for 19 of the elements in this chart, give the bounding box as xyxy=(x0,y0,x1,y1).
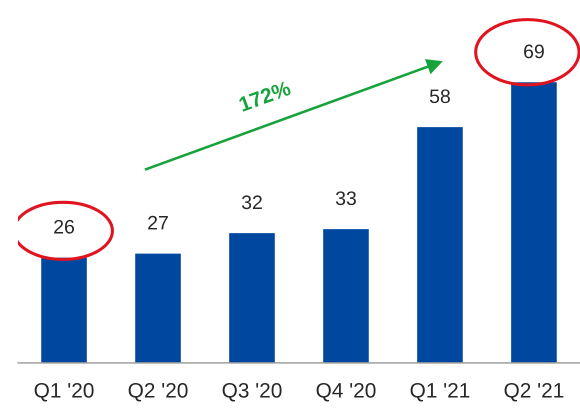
x-tick-label: Q3 '20 xyxy=(222,382,282,402)
data-label: 33 xyxy=(336,191,356,206)
annotation: 172% xyxy=(238,80,292,112)
data-label: 27 xyxy=(148,216,168,230)
x-tick-label: Q2 '21 xyxy=(504,382,564,402)
data-label: 32 xyxy=(242,195,262,210)
data-label: 26 xyxy=(54,220,74,234)
bar xyxy=(322,228,370,363)
bar xyxy=(134,252,182,363)
x-tick-label: Q1 '21 xyxy=(410,382,470,402)
bar xyxy=(510,80,558,363)
data-label: 69 xyxy=(524,44,544,58)
bar xyxy=(40,256,88,363)
bar xyxy=(416,126,464,363)
x-tick-label: Q4 '20 xyxy=(316,382,376,402)
data-label: 58 xyxy=(430,89,450,104)
x-tick-label: Q1 '20 xyxy=(34,382,94,402)
x-tick-label: Q2 '20 xyxy=(128,382,188,402)
bar xyxy=(228,232,276,363)
